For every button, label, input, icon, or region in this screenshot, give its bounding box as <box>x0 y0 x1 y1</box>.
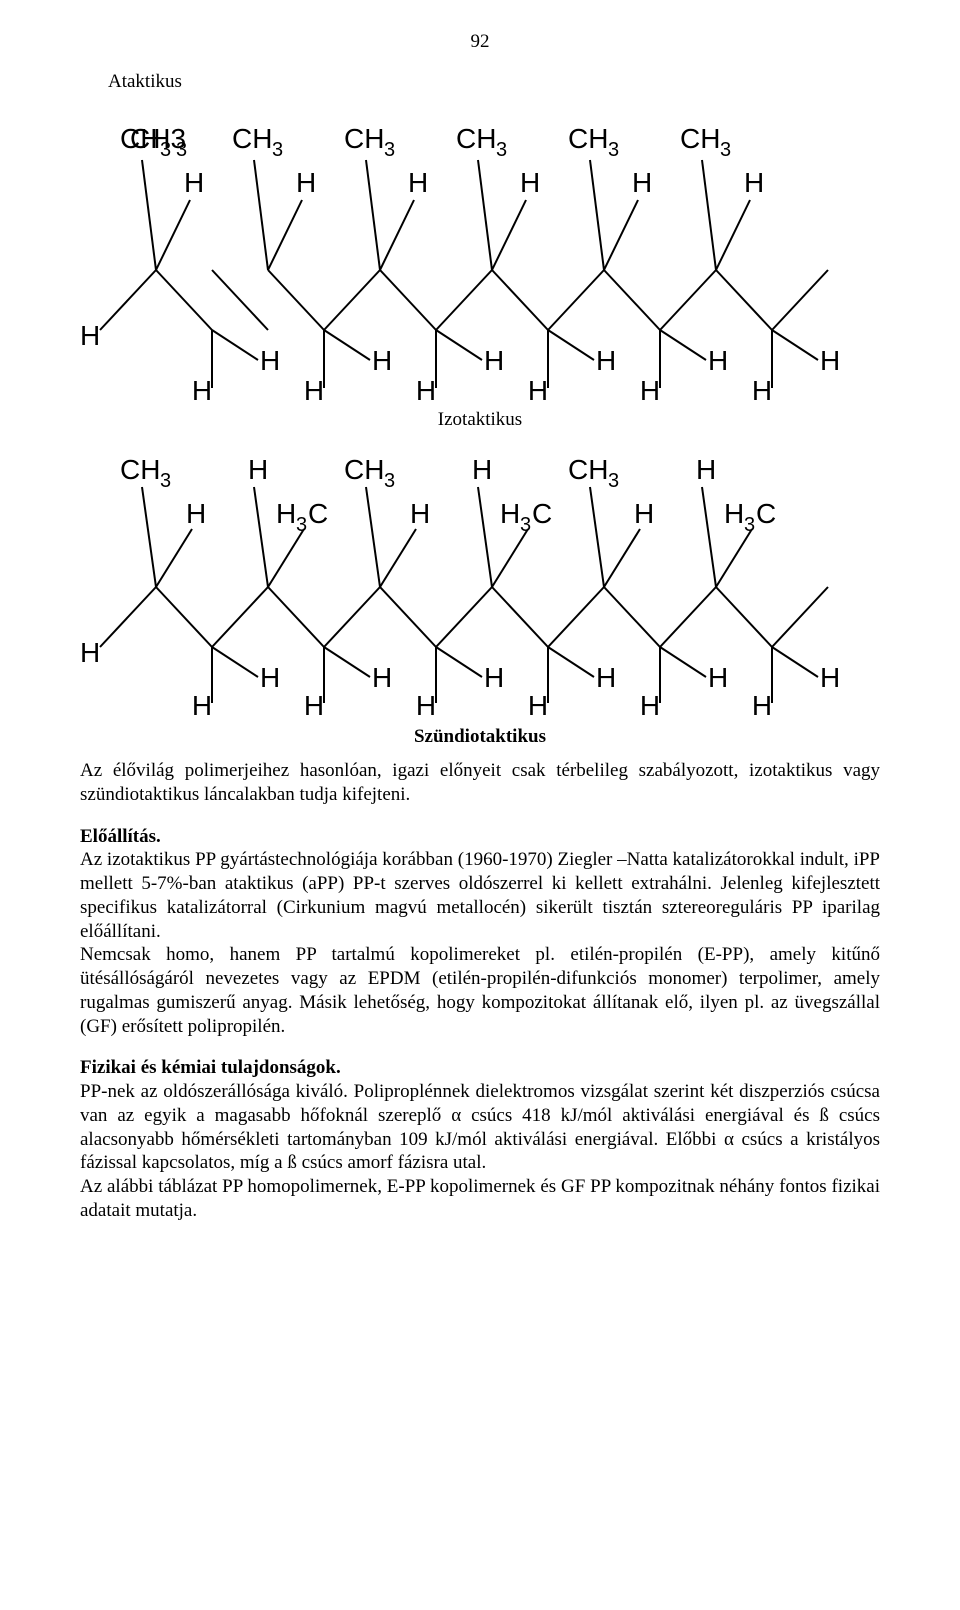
svg-text:H: H <box>410 498 430 529</box>
svg-text:H: H <box>744 167 764 198</box>
svg-text:H: H <box>696 454 716 485</box>
svg-text:H: H <box>640 690 660 717</box>
svg-text:H: H <box>640 375 660 400</box>
eloallitas-body2: Nemcsak homo, hanem PP tartalmú kopolime… <box>80 944 880 1036</box>
svg-text:3: 3 <box>384 139 395 161</box>
svg-text:3: 3 <box>744 514 755 536</box>
svg-text:CH: CH <box>120 123 160 154</box>
svg-text:H: H <box>416 375 436 400</box>
svg-text:H: H <box>528 690 548 717</box>
svg-text:H: H <box>304 690 324 717</box>
svg-text:H: H <box>304 375 324 400</box>
label-ataktikus: Ataktikus <box>108 70 880 94</box>
svg-text:H: H <box>634 498 654 529</box>
svg-text:H: H <box>184 167 204 198</box>
svg-text:3: 3 <box>496 139 507 161</box>
svg-text:H: H <box>248 454 268 485</box>
label-szundiotaktikus: Szündiotaktikus <box>80 725 880 749</box>
svg-text:H: H <box>596 662 616 693</box>
eloallitas-section: Előállítás. Az izotaktikus PP gyártástec… <box>80 825 880 1039</box>
svg-text:CH: CH <box>568 454 608 485</box>
svg-text:CH: CH <box>680 123 720 154</box>
fizkem-body: PP-nek az oldószerállósága kiváló. Polip… <box>80 1081 880 1173</box>
svg-text:H: H <box>528 375 548 400</box>
svg-text:H: H <box>416 690 436 717</box>
svg-text:H: H <box>752 690 772 717</box>
fizkem-section: Fizikai és kémiai tulajdonságok. PP-nek … <box>80 1056 880 1222</box>
svg-text:H: H <box>820 345 840 376</box>
svg-text:H: H <box>80 637 100 668</box>
svg-text:3: 3 <box>296 514 307 536</box>
svg-text:3: 3 <box>160 470 171 492</box>
svg-text:3: 3 <box>160 139 171 161</box>
svg-text:H: H <box>408 167 428 198</box>
svg-text:H: H <box>820 662 840 693</box>
svg-text:H: H <box>708 345 728 376</box>
svg-text:C: C <box>308 498 328 529</box>
intro-paragraph: Az élővilág polimerjeihez hasonlóan, iga… <box>80 759 880 807</box>
svg-text:CH: CH <box>344 454 384 485</box>
svg-text:3: 3 <box>520 514 531 536</box>
svg-text:H: H <box>520 167 540 198</box>
svg-text:H: H <box>708 662 728 693</box>
svg-text:H: H <box>484 662 504 693</box>
svg-text:H: H <box>186 498 206 529</box>
svg-text:H: H <box>372 662 392 693</box>
svg-text:CH: CH <box>120 454 160 485</box>
svg-text:H: H <box>80 320 100 351</box>
svg-text:H: H <box>484 345 504 376</box>
svg-text:H: H <box>260 662 280 693</box>
svg-text:H: H <box>596 345 616 376</box>
svg-text:CH: CH <box>344 123 384 154</box>
svg-text:H: H <box>192 375 212 400</box>
diagram-izotaktikus: H CH3 H CH3 H CH3 H H H3C H H3C H H3C H … <box>80 437 880 717</box>
page-number: 92 <box>80 30 880 54</box>
svg-text:H: H <box>632 167 652 198</box>
eloallitas-title: Előállítás. <box>80 826 161 847</box>
svg-text:3: 3 <box>608 139 619 161</box>
svg-text:H: H <box>472 454 492 485</box>
svg-text:3: 3 <box>720 139 731 161</box>
svg-text:3: 3 <box>272 139 283 161</box>
svg-text:CH: CH <box>568 123 608 154</box>
svg-text:H: H <box>192 690 212 717</box>
eloallitas-body: Az izotaktikus PP gyártástechnológiája k… <box>80 849 880 941</box>
svg-text:H: H <box>276 498 296 529</box>
svg-text:3: 3 <box>176 139 187 161</box>
svg-text:CH: CH <box>456 123 496 154</box>
diagram-ataktikus: H CH33 CH3 CH3 CH3 CH3 CH3 CH3 H H H H H… <box>80 100 880 400</box>
svg-text:H: H <box>752 375 772 400</box>
svg-text:H: H <box>372 345 392 376</box>
svg-text:3: 3 <box>608 470 619 492</box>
svg-text:3: 3 <box>384 470 395 492</box>
fizkem-body2: Az alábbi táblázat PP homopolimernek, E-… <box>80 1176 880 1221</box>
svg-text:CH: CH <box>232 123 272 154</box>
svg-text:H: H <box>260 345 280 376</box>
fizkem-title: Fizikai és kémiai tulajdonságok. <box>80 1057 341 1078</box>
svg-text:H: H <box>296 167 316 198</box>
label-izotaktikus: Izotaktikus <box>80 408 880 432</box>
svg-text:H: H <box>500 498 520 529</box>
svg-text:C: C <box>532 498 552 529</box>
svg-text:H: H <box>724 498 744 529</box>
svg-text:C: C <box>756 498 776 529</box>
